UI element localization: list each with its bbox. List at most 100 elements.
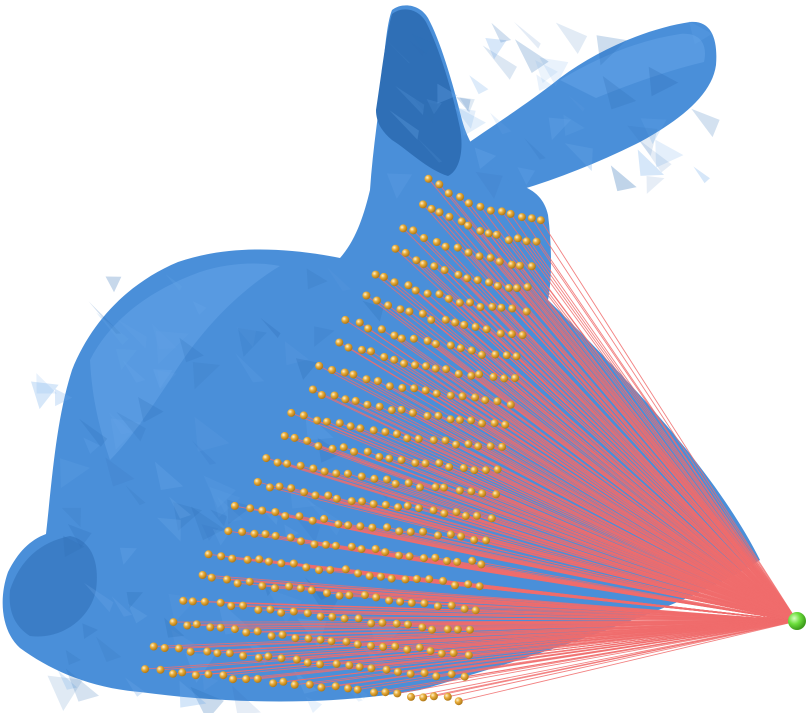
mesh-facet <box>417 137 443 163</box>
sample-point <box>378 618 387 627</box>
mesh-facet <box>284 341 309 366</box>
sample-point <box>446 415 455 424</box>
mesh-facet <box>236 327 257 348</box>
ray-line <box>474 397 798 622</box>
sample-point <box>458 392 467 401</box>
sample-point <box>502 351 511 360</box>
mesh-facet <box>138 397 164 423</box>
sample-point <box>310 540 319 549</box>
sample-point <box>271 508 280 516</box>
sample-point <box>160 644 169 652</box>
ray-line <box>451 605 798 622</box>
sample-point <box>425 575 434 584</box>
sample-point <box>485 278 493 287</box>
sample-point <box>315 566 323 575</box>
sample-point <box>230 625 239 634</box>
sample-point <box>532 237 541 246</box>
sample-point <box>434 411 443 420</box>
ray-line <box>397 506 798 622</box>
sample-point <box>411 459 420 467</box>
sample-point <box>278 630 287 639</box>
sample-point <box>419 234 428 242</box>
ray-line <box>526 240 798 622</box>
sample-point <box>489 372 498 381</box>
mesh-facet <box>539 57 569 87</box>
sample-point <box>254 605 263 614</box>
sample-point <box>419 260 428 268</box>
sample-point <box>356 522 365 531</box>
ray-line <box>268 620 798 657</box>
mesh-facet <box>194 416 230 452</box>
mesh-facet <box>153 369 173 389</box>
mesh-facet <box>105 276 122 293</box>
sample-point <box>464 248 473 257</box>
mesh-facet <box>513 21 541 49</box>
mesh-facet <box>306 268 328 290</box>
mesh-facet <box>96 636 122 662</box>
sample-point <box>174 644 183 653</box>
sample-point <box>506 400 515 409</box>
sample-point <box>454 370 463 378</box>
sample-point <box>370 688 378 697</box>
sample-point <box>440 266 449 274</box>
mesh-facet <box>192 300 207 315</box>
sample-point <box>356 424 365 433</box>
sample-point <box>371 545 380 553</box>
sample-point <box>315 660 324 669</box>
sample-point <box>269 679 278 688</box>
sample-point <box>183 621 192 630</box>
mesh-facet <box>627 125 658 156</box>
sample-point <box>409 226 418 235</box>
sample-point <box>464 199 473 208</box>
sample-point <box>314 442 323 451</box>
mesh-facet <box>426 99 442 115</box>
mesh-facet <box>36 373 57 394</box>
ray-line <box>519 265 798 622</box>
sample-point <box>264 557 273 566</box>
sample-point <box>404 479 413 487</box>
ray-line <box>357 620 798 691</box>
ray-line <box>536 241 798 622</box>
ray-line <box>501 211 798 622</box>
sample-point <box>411 361 419 370</box>
sample-point <box>289 559 298 568</box>
mesh-facet <box>640 118 667 145</box>
sample-point <box>335 338 344 347</box>
sample-point <box>465 625 474 634</box>
sample-point <box>291 634 300 643</box>
sample-point <box>300 488 309 497</box>
mesh-facet <box>246 641 270 665</box>
mesh-facet <box>414 99 438 123</box>
sample-point <box>455 486 464 495</box>
sample-point <box>439 576 447 585</box>
sample-point <box>275 482 284 491</box>
sample-point <box>349 370 358 379</box>
sample-point <box>327 637 336 646</box>
sample-point <box>280 432 289 440</box>
ray-line <box>497 285 798 622</box>
sample-point <box>200 597 209 606</box>
sample-point <box>427 204 436 213</box>
sample-point <box>326 565 335 574</box>
mesh-facet <box>157 370 177 390</box>
sample-point <box>419 693 428 702</box>
sample-point <box>495 257 504 266</box>
ray-line <box>282 620 798 636</box>
ray-line <box>229 620 798 654</box>
sample-point <box>383 475 391 484</box>
sample-point <box>457 217 466 226</box>
mesh-facet <box>475 171 503 199</box>
sample-point <box>481 466 490 475</box>
sample-point <box>390 355 399 364</box>
sample-point <box>357 472 366 481</box>
mesh-facet <box>203 475 236 508</box>
ray-line <box>383 356 798 622</box>
sample-point <box>299 411 308 420</box>
sample-point <box>423 289 432 298</box>
sample-point <box>493 397 502 406</box>
sample-point <box>362 375 371 384</box>
sample-point <box>441 436 450 445</box>
sample-point <box>346 422 355 431</box>
mesh-facet <box>179 337 204 363</box>
